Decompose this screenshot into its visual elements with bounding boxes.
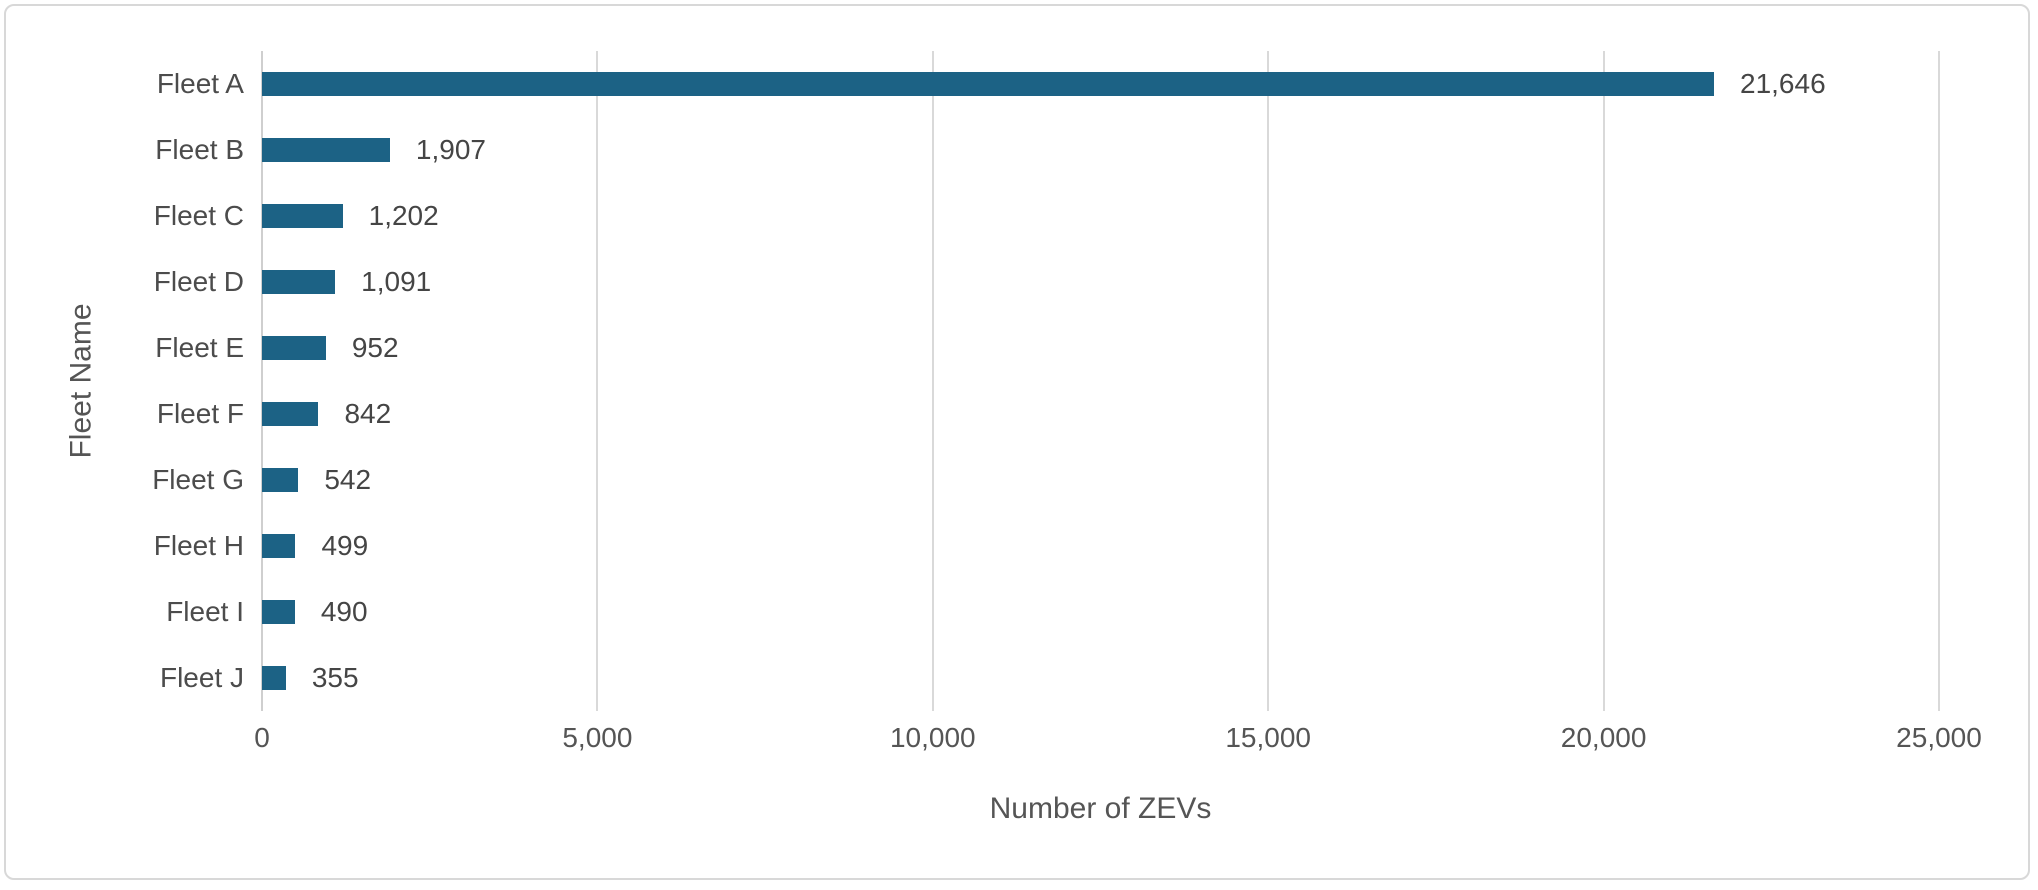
category-label-fleet-c: Fleet C <box>153 200 244 231</box>
value-label-fleet-b: 1,907 <box>415 134 486 165</box>
y-axis-line <box>261 51 263 711</box>
bar-fleet-a <box>262 72 1714 96</box>
category-label-fleet-g: Fleet G <box>152 464 244 495</box>
value-label-fleet-e: 952 <box>351 332 399 363</box>
value-label-fleet-g: 542 <box>324 464 372 495</box>
plot-area <box>261 51 1940 711</box>
bar-fleet-i <box>262 600 295 624</box>
bar-fleet-d <box>262 270 336 294</box>
value-label-fleet-a: 21,646 <box>1740 68 1826 99</box>
gridline-x-20000 <box>1602 51 1605 711</box>
bar-fleet-c <box>262 204 343 228</box>
gridline-x-10000 <box>931 51 934 711</box>
category-label-fleet-f: Fleet F <box>156 398 244 429</box>
value-label-fleet-h: 499 <box>321 530 369 561</box>
bar-fleet-j <box>262 666 286 690</box>
category-label-fleet-a: Fleet A <box>156 68 244 99</box>
value-label-fleet-c: 1,202 <box>368 200 439 231</box>
x-tick-25000: 25,000 <box>1896 722 1982 753</box>
category-label-fleet-i: Fleet I <box>166 596 244 627</box>
value-label-fleet-i: 490 <box>320 596 368 627</box>
x-tick-10000: 10,000 <box>889 722 976 753</box>
category-label-fleet-h: Fleet H <box>153 530 244 561</box>
bar-fleet-h <box>262 534 296 558</box>
x-tick-15000: 15,000 <box>1225 722 1311 753</box>
value-label-fleet-d: 1,091 <box>361 266 432 297</box>
gridline-x-25000 <box>1938 51 1940 711</box>
x-tick-0: 0 <box>254 722 270 753</box>
bar-fleet-g <box>262 468 299 492</box>
gridline-x-15000 <box>1267 51 1270 711</box>
bar-fleet-f <box>262 402 319 426</box>
value-label-fleet-j: 355 <box>311 662 359 693</box>
x-axis-title: Number of ZEVs <box>989 792 1212 825</box>
value-label-fleet-f: 842 <box>344 398 392 429</box>
bar-fleet-b <box>262 138 390 162</box>
bar-fleet-e <box>262 336 326 360</box>
x-tick-20000: 20,000 <box>1560 722 1647 753</box>
category-label-fleet-j: Fleet J <box>159 662 244 693</box>
category-label-fleet-e: Fleet E <box>155 332 244 363</box>
category-label-fleet-b: Fleet B <box>155 134 244 165</box>
gridline-x-5000 <box>596 51 599 711</box>
category-label-fleet-d: Fleet D <box>153 266 244 297</box>
x-tick-5000: 5,000 <box>562 722 633 753</box>
chart-frame: Fleet Name Number of ZEVs Fleet A 21,646 F… <box>4 4 2030 880</box>
